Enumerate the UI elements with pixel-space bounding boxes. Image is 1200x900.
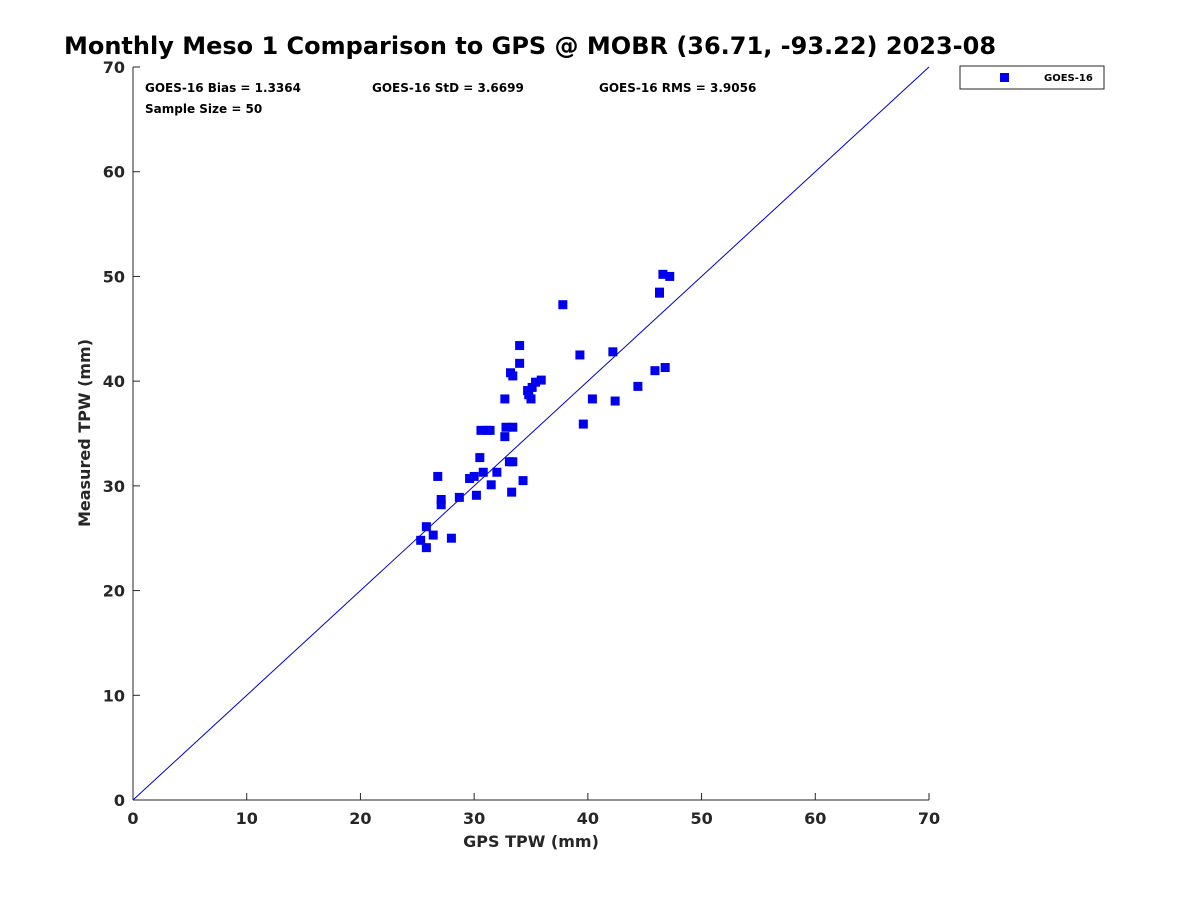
data-point [454,492,464,502]
y-tick-label: 0 [114,791,125,810]
data-point [558,300,568,310]
data-point [650,366,660,376]
y-tick-label: 60 [103,163,125,182]
data-point [475,453,485,463]
x-tick-label: 20 [349,809,371,828]
x-tick-label: 60 [804,809,826,828]
data-point [608,347,618,357]
y-tick-label: 40 [103,372,125,391]
data-point [421,522,431,532]
data-point [654,288,664,298]
one-to-one-reference-line [132,66,930,801]
data-point [508,457,518,467]
data-point [471,490,481,500]
data-point [416,535,426,545]
x-tick-label: 0 [127,809,138,828]
x-tick-label: 30 [463,809,485,828]
y-tick-label: 50 [103,267,125,286]
plot-area: 0 10 20 30 40 50 60 70 0 10 20 30 40 50 60 70 [103,58,940,828]
axis-ticks: 0 10 20 30 40 50 60 70 0 10 20 30 40 50 60 70 [103,58,940,828]
data-point [507,487,517,497]
data-point [428,530,438,540]
x-tick-label: 70 [918,809,940,828]
y-tick-label: 10 [103,686,125,705]
data-point [436,494,446,504]
data-point [531,377,541,387]
data-point [575,350,585,360]
chart-title: Monthly Meso 1 Comparison to GPS @ MOBR … [64,32,996,60]
data-point [469,471,479,481]
data-point [476,425,486,435]
data-point [515,358,525,368]
data-point [515,341,525,351]
data-point [446,533,456,543]
x-tick-label: 40 [577,809,599,828]
data-point [492,467,502,477]
x-tick-label: 10 [236,809,258,828]
data-point [526,394,536,404]
data-point [465,474,475,484]
legend: GOES-16 [959,65,1105,90]
data-point [665,271,675,281]
x-tick-label: 50 [690,809,712,828]
stat-std: GOES-16 StD = 3.6699 [372,81,524,95]
x-axis-label: GPS TPW (mm) [463,832,599,851]
data-point [436,500,446,510]
data-point [633,381,643,391]
data-point [486,480,496,490]
data-point [660,363,670,373]
y-tick-label: 70 [103,58,125,77]
data-point [587,394,597,404]
legend-box [959,65,1105,90]
stat-sample-size: Sample Size = 50 [145,102,262,116]
legend-marker-goes16 [1000,73,1009,82]
data-point [421,543,431,553]
data-point [485,425,495,435]
data-point [500,432,510,442]
data-points [416,269,675,553]
data-point [508,422,518,432]
data-point [500,394,510,404]
data-point [658,269,668,279]
y-axis-label: Measured TPW (mm) [75,339,94,527]
stat-bias: GOES-16 Bias = 1.3364 [145,81,301,95]
stat-rms: GOES-16 RMS = 3.9056 [599,81,756,95]
y-tick-label: 30 [103,477,125,496]
data-point [527,382,537,392]
y-tick-label: 20 [103,582,125,601]
statistics-annotations: GOES-16 Bias = 1.3364 GOES-16 StD = 3.66… [145,81,756,116]
data-point [536,375,546,385]
data-point [478,467,488,477]
data-point [518,476,528,486]
data-point [501,422,511,432]
data-point [433,471,443,481]
data-point [578,419,588,429]
data-point [610,396,620,406]
data-point [508,371,518,381]
legend-label-goes16: GOES-16 [1044,73,1093,84]
